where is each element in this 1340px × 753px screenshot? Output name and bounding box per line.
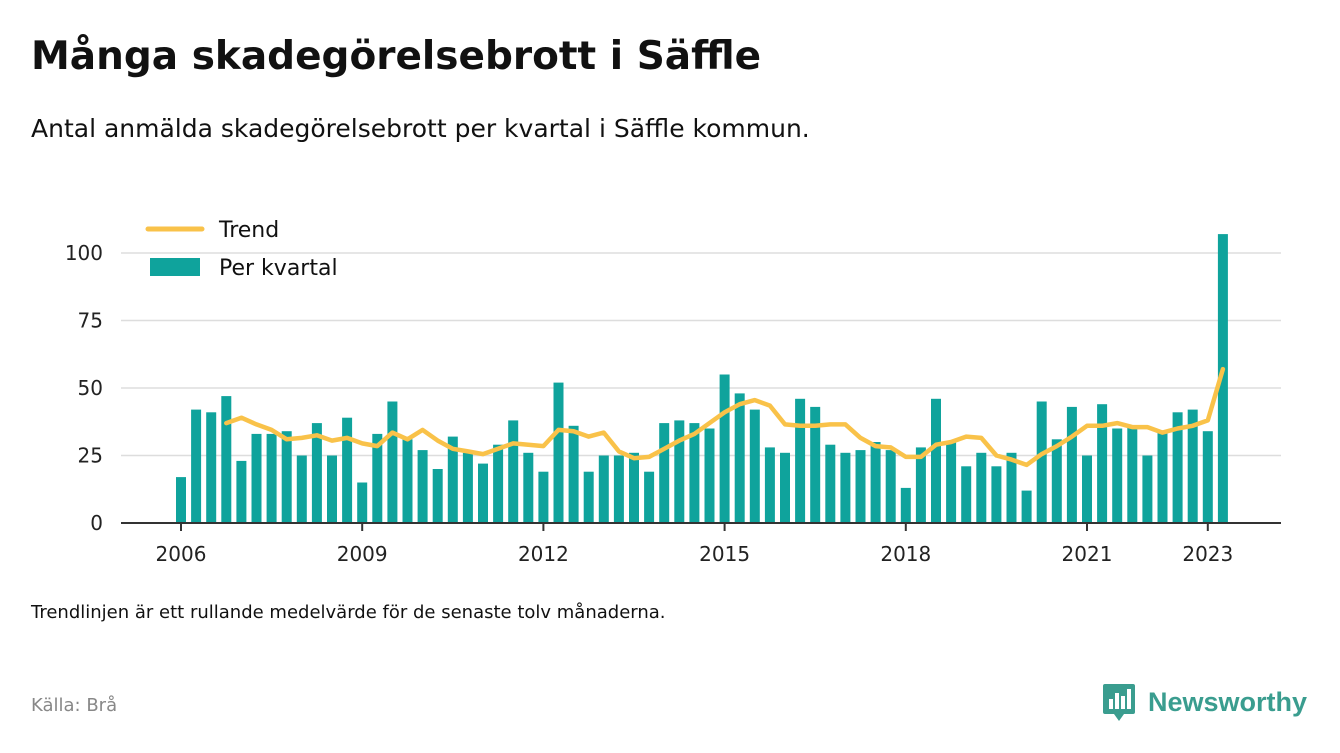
bar	[1051, 439, 1062, 523]
bar	[1157, 431, 1168, 523]
bar	[961, 466, 972, 523]
bar	[598, 455, 609, 523]
bar	[1202, 431, 1213, 523]
bar	[311, 423, 322, 523]
bar	[327, 455, 337, 523]
bar	[991, 466, 1002, 523]
bar	[387, 401, 398, 523]
bar	[296, 455, 307, 523]
bar	[885, 450, 896, 523]
x-tick-label: 2021	[1062, 542, 1113, 566]
y-tick-label: 100	[65, 241, 103, 265]
bar	[372, 433, 383, 523]
bar	[613, 455, 624, 523]
bars-series	[176, 234, 1228, 523]
bar	[523, 452, 534, 523]
bar	[1082, 455, 1092, 523]
bar	[176, 477, 186, 523]
bar	[1142, 455, 1153, 523]
bar	[478, 463, 488, 523]
bar	[342, 417, 353, 523]
bar	[1172, 412, 1183, 523]
bar	[417, 450, 428, 523]
bar	[206, 412, 217, 523]
bar	[266, 433, 277, 523]
x-axis-ticks: 2006 2009 2012 2015 2018 2021 2023	[156, 523, 1233, 566]
brand-logo[interactable]: Newsworthy	[1102, 682, 1307, 722]
bar	[432, 469, 443, 523]
bar	[674, 420, 685, 523]
bar	[976, 452, 987, 523]
chart-subtitle: Antal anmälda skadegörelsebrott per kvar…	[31, 114, 810, 143]
y-tick-label: 75	[78, 309, 103, 333]
y-tick-label: 25	[78, 444, 103, 468]
x-tick-label: 2023	[1182, 542, 1233, 566]
trend-line	[224, 366, 1226, 468]
bar	[825, 444, 836, 523]
bar	[447, 436, 458, 523]
bar	[659, 423, 670, 523]
bar	[644, 471, 655, 523]
x-tick-label: 2012	[518, 542, 569, 566]
bar	[900, 487, 911, 523]
chart-title: Många skadegörelsebrott i Säffle	[31, 34, 762, 79]
bar	[840, 452, 851, 523]
bar	[538, 471, 549, 523]
bar	[191, 409, 202, 523]
bar	[810, 406, 821, 523]
bar	[1097, 404, 1108, 523]
bar	[462, 452, 473, 523]
bar	[780, 452, 790, 523]
bar	[221, 396, 232, 523]
legend-trend-label: Trend	[218, 218, 279, 243]
bar	[508, 420, 519, 523]
bar	[915, 447, 926, 523]
bar	[402, 439, 413, 523]
bar	[1036, 401, 1047, 523]
newsworthy-logo-icon	[1103, 684, 1135, 721]
bar	[1127, 425, 1138, 523]
bar	[855, 450, 866, 523]
bar	[568, 425, 579, 523]
y-tick-label: 0	[90, 511, 103, 535]
trend-note: Trendlinjen är ett rullande medelvärde f…	[31, 602, 666, 623]
bar	[931, 398, 941, 523]
bar	[1006, 452, 1017, 523]
trend-series	[224, 366, 1226, 468]
bar	[1112, 428, 1123, 523]
bar	[553, 382, 564, 523]
bar	[749, 409, 760, 523]
y-tick-label: 50	[78, 376, 103, 400]
bar	[734, 393, 745, 523]
bar	[357, 482, 368, 523]
bar	[704, 428, 715, 523]
bar	[870, 442, 881, 523]
bar	[236, 460, 247, 523]
bar	[689, 423, 700, 523]
legend-bars-label: Per kvartal	[219, 256, 338, 281]
bar	[629, 452, 639, 523]
x-tick-label: 2018	[880, 542, 931, 566]
bar	[583, 471, 594, 523]
bar	[493, 444, 504, 523]
bar	[1217, 234, 1228, 523]
brand-name: Newsworthy	[1148, 686, 1308, 717]
legend-bars-swatch	[150, 258, 200, 276]
bar	[1187, 409, 1198, 523]
x-tick-label: 2006	[156, 542, 207, 566]
bar	[795, 398, 806, 523]
source-label: Källa: Brå	[31, 695, 118, 716]
bar	[281, 431, 292, 523]
x-tick-label: 2015	[699, 542, 750, 566]
bar	[946, 442, 957, 523]
y-axis-ticks: 0 25 50 75 100	[65, 241, 103, 535]
bar	[251, 433, 262, 523]
bar	[719, 374, 730, 523]
x-tick-label: 2009	[337, 542, 388, 566]
legend: Trend Per kvartal	[145, 218, 338, 281]
bar	[1021, 490, 1032, 523]
bar	[764, 447, 775, 523]
bar	[1066, 406, 1077, 523]
